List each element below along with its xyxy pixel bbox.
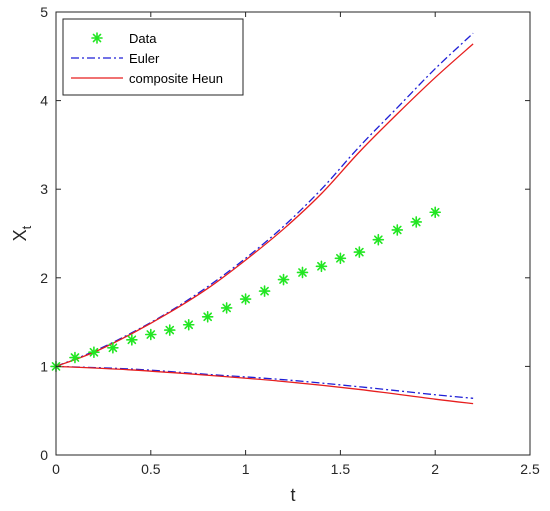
legend-box (62, 18, 244, 96)
data-point-stroke (260, 286, 269, 296)
y-tick-label: 5 (40, 4, 48, 20)
y-axis-label-main: X (10, 229, 30, 241)
data-point (334, 252, 347, 265)
series-line-euler-upper (55, 32, 474, 368)
data-point-stroke (392, 225, 402, 235)
data-point-stroke (184, 320, 194, 330)
series-line-composite-heun-upper (55, 43, 474, 368)
data-point-stroke (127, 335, 137, 345)
data-point-stroke (165, 325, 175, 335)
y-tick-label: 3 (40, 181, 48, 197)
series-line-euler-lower (55, 365, 474, 399)
x-tick-label: 1.5 (331, 461, 351, 477)
legend-marker-data (91, 32, 103, 44)
plot-area (50, 32, 474, 405)
x-tick-label: 2 (431, 461, 439, 477)
data-point (145, 328, 157, 341)
data-point-stroke (298, 268, 307, 277)
x-tick-label: 1 (242, 461, 250, 477)
data-point-stroke (70, 353, 80, 362)
data-point-stroke (279, 275, 288, 284)
data-point (107, 341, 119, 354)
data-point (69, 351, 81, 364)
data-point-stroke (411, 217, 421, 227)
legend-label-composite-heun: composite Heun (129, 71, 223, 86)
data-point-stroke (373, 235, 383, 245)
data-point-stroke (241, 294, 250, 304)
y-tick-label: 2 (40, 270, 48, 286)
data-point (126, 334, 138, 346)
data-point (315, 260, 328, 273)
legend-marker-data-stroke (92, 33, 102, 43)
data-point-stroke (203, 312, 213, 322)
data-point-stroke (317, 261, 326, 271)
data-point (220, 302, 233, 314)
data-point (201, 310, 214, 323)
data-point (182, 318, 195, 331)
data-point (353, 246, 366, 258)
data-point (239, 293, 252, 305)
legend-label-data: Data (129, 31, 157, 46)
data-point-stroke (108, 343, 118, 353)
data-point-stroke (430, 207, 440, 217)
data-point (296, 266, 309, 279)
x-axis-label: t (290, 485, 295, 505)
y-axis-label: Xt (10, 225, 34, 241)
x-tick-label: 2.5 (520, 461, 540, 477)
data-point-stroke (89, 347, 99, 357)
data-point (391, 224, 404, 236)
axes-box (55, 11, 531, 456)
data-point (258, 285, 271, 297)
series-line-composite-heun-lower (55, 365, 474, 405)
data-point (163, 324, 176, 336)
data-point (410, 216, 423, 228)
y-tick-label: 0 (40, 447, 48, 463)
x-tick-label: 0 (52, 461, 60, 477)
data-point-stroke (222, 303, 231, 313)
x-tick-label: 0.5 (141, 461, 161, 477)
data-point (372, 233, 385, 246)
data-point-stroke (355, 247, 364, 257)
y-tick-label: 4 (40, 93, 48, 109)
data-point-stroke (336, 253, 345, 263)
data-point (88, 346, 100, 359)
y-axis-label-subscript: t (19, 225, 34, 229)
data-point (429, 206, 442, 219)
legend: Data Euler composite Heun (62, 18, 244, 96)
data-point (277, 273, 290, 286)
y-tick-label: 1 (40, 358, 48, 374)
data-point-stroke (146, 330, 156, 339)
legend-label-euler: Euler (129, 51, 160, 66)
